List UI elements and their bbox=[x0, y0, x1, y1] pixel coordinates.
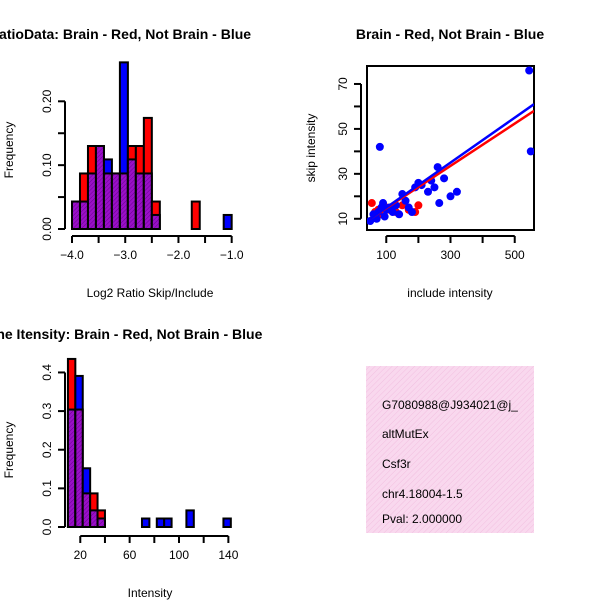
gene-name-text: Csf3r bbox=[382, 457, 411, 471]
intensity-histogram-panel: Gene Itensity: Brain - Red, Not Brain - … bbox=[0, 326, 263, 600]
scatter-x-axis-label: include intensity bbox=[407, 286, 492, 300]
intensity-bar-13 bbox=[163, 517, 173, 528]
intensity-y-tick-label-4: 0.4 bbox=[40, 364, 54, 381]
scatter-point-not-brain-10 bbox=[388, 208, 397, 217]
intensity-y-tick-label-0: 0.0 bbox=[40, 518, 54, 535]
ratio-overlap-bar-8 bbox=[134, 172, 145, 230]
intensity-overlap-bar-0 bbox=[66, 408, 77, 528]
scatter-point-not-brain-28 bbox=[525, 66, 534, 75]
scatter-y-tick-label-1: 30 bbox=[336, 167, 350, 181]
scatter-point-not-brain-27 bbox=[452, 187, 461, 196]
intensity-x-tick-label-0: 20 bbox=[74, 548, 88, 562]
ratio-bar-15 bbox=[190, 200, 201, 231]
scatter-x-tick-label-2: 500 bbox=[505, 248, 525, 262]
scatter-point-not-brain-0 bbox=[367, 217, 375, 226]
ratio-x-tick-label-1: −3.0 bbox=[113, 248, 137, 262]
ratio-x-tick-label-2: −2.0 bbox=[167, 248, 191, 262]
scatter-point-not-brain-14 bbox=[401, 196, 410, 205]
intensity-y-tick-label-2: 0.2 bbox=[40, 441, 54, 458]
scatter-point-brain-11 bbox=[414, 201, 423, 210]
ratio-overlap-bar-5 bbox=[110, 172, 121, 230]
scatter-x-tick-label-0: 100 bbox=[376, 248, 396, 262]
ratio-y-tick-label-0: 0.00 bbox=[40, 217, 54, 241]
scatter-point-not-brain-22 bbox=[430, 183, 439, 192]
scatter-x-tick-label-1: 300 bbox=[440, 248, 460, 262]
intensity-y-axis-label: Frequency bbox=[2, 422, 16, 479]
ratio-overlap-bar-0 bbox=[71, 200, 81, 231]
scatter-fit-line-not-brain bbox=[369, 103, 534, 220]
scatter-axes: 100 300 500 10 30 50 70 bbox=[336, 77, 525, 262]
ratio-overlap-bar-6 bbox=[118, 172, 129, 230]
ratio-x-tick-label-0: −4.0 bbox=[60, 248, 84, 262]
scatter-point-not-brain-12 bbox=[395, 210, 404, 219]
ratio-x-axis-label: Log2 Ratio Skip/Include bbox=[87, 286, 214, 300]
ratio-y-axis-label: Frequency bbox=[2, 122, 16, 179]
intensity-bar-12 bbox=[155, 517, 166, 528]
intensity-y-tick-label-3: 0.3 bbox=[40, 402, 54, 419]
pval-text: Pval: 2.000000 bbox=[382, 512, 462, 526]
scatter-chart-title: Brain - Red, Not Brain - Blue bbox=[356, 26, 544, 42]
intensity-x-tick-label-3: 140 bbox=[218, 548, 238, 562]
scatter-point-not-brain-25 bbox=[440, 174, 449, 183]
scatter-point-not-brain-20 bbox=[424, 187, 433, 196]
ratio-bars bbox=[71, 61, 233, 231]
ratio-y-tick-label-1: 0.10 bbox=[40, 153, 54, 177]
info-panel-background bbox=[366, 366, 534, 533]
scatter-y-tick-label-3: 70 bbox=[336, 77, 350, 91]
ratio-overlap-bar-2 bbox=[86, 172, 97, 230]
ratio-y-tick-label-2: 0.20 bbox=[40, 89, 54, 113]
scatter-point-not-brain-7 bbox=[380, 212, 389, 221]
scatter-point-not-brain-24 bbox=[435, 199, 444, 208]
scatter-y-axis-label: skip intensity bbox=[304, 114, 318, 183]
ratio-overlap-bar-10 bbox=[150, 213, 161, 230]
scatter-y-tick-label-2: 50 bbox=[336, 122, 350, 136]
scatter-point-not-brain-26 bbox=[446, 192, 455, 201]
ratio-chart-title: RatioData: Brain - Red, Not Brain - Blue bbox=[0, 26, 251, 42]
scatter-point-not-brain-4 bbox=[375, 142, 384, 151]
ratio-axes: 0.00 0.10 0.20 −4.0 −3.0 −2.0 −1.0 bbox=[40, 89, 244, 262]
scatter-point-not-brain-29 bbox=[526, 147, 534, 156]
intensity-bar-21 bbox=[222, 517, 232, 528]
intensity-bar-10 bbox=[140, 517, 151, 528]
scatter-point-not-brain-16 bbox=[407, 208, 416, 217]
ratio-overlap-bar-9 bbox=[142, 172, 153, 230]
intensity-bar-16 bbox=[185, 509, 195, 528]
intensity-x-axis-label: Intensity bbox=[128, 586, 173, 600]
scatter-point-not-brain-6 bbox=[379, 199, 388, 208]
intensity-axes: 0.0 0.1 0.2 0.3 0.4 20 60 100 140 bbox=[40, 364, 239, 562]
location-text: chr4.18004-1.5 bbox=[382, 487, 463, 501]
intensity-chart-title: Gene Itensity: Brain - Red, Not Brain - … bbox=[0, 326, 263, 342]
intensity-overlap-bar-4 bbox=[96, 517, 106, 528]
ratio-overlap-bar-7 bbox=[126, 158, 137, 231]
ratio-bar-19 bbox=[222, 213, 233, 230]
intensity-x-tick-label-2: 100 bbox=[169, 548, 189, 562]
info-panel: G7080988@J934021@j_ altMutEx Csf3r chr4.… bbox=[366, 366, 534, 533]
scatter-y-tick-label-0: 10 bbox=[336, 212, 350, 226]
ratio-histogram-panel: RatioData: Brain - Red, Not Brain - Blue… bbox=[0, 26, 251, 300]
intensity-x-tick-label-1: 60 bbox=[123, 548, 137, 562]
scatter-panel: Brain - Red, Not Brain - Blue 100 300 5001… bbox=[304, 26, 544, 300]
intensity-y-tick-label-1: 0.1 bbox=[40, 480, 54, 497]
event-type-text: altMutEx bbox=[382, 427, 429, 441]
intensity-bars bbox=[66, 357, 232, 529]
intensity-overlap-bar-1 bbox=[74, 408, 84, 528]
event-id-text: G7080988@J934021@j_ bbox=[382, 398, 518, 412]
intensity-overlap-bar-2 bbox=[81, 492, 92, 528]
scatter-plot-box bbox=[366, 65, 535, 231]
scatter-points bbox=[367, 66, 534, 226]
ratio-overlap-bar-1 bbox=[78, 200, 89, 231]
ratio-x-tick-label-3: −1.0 bbox=[220, 248, 244, 262]
scatter-point-brain-0 bbox=[367, 199, 376, 208]
ratio-overlap-bar-3 bbox=[94, 145, 105, 230]
intensity-overlap-bar-3 bbox=[89, 509, 99, 528]
ratio-overlap-bar-4 bbox=[102, 172, 113, 230]
